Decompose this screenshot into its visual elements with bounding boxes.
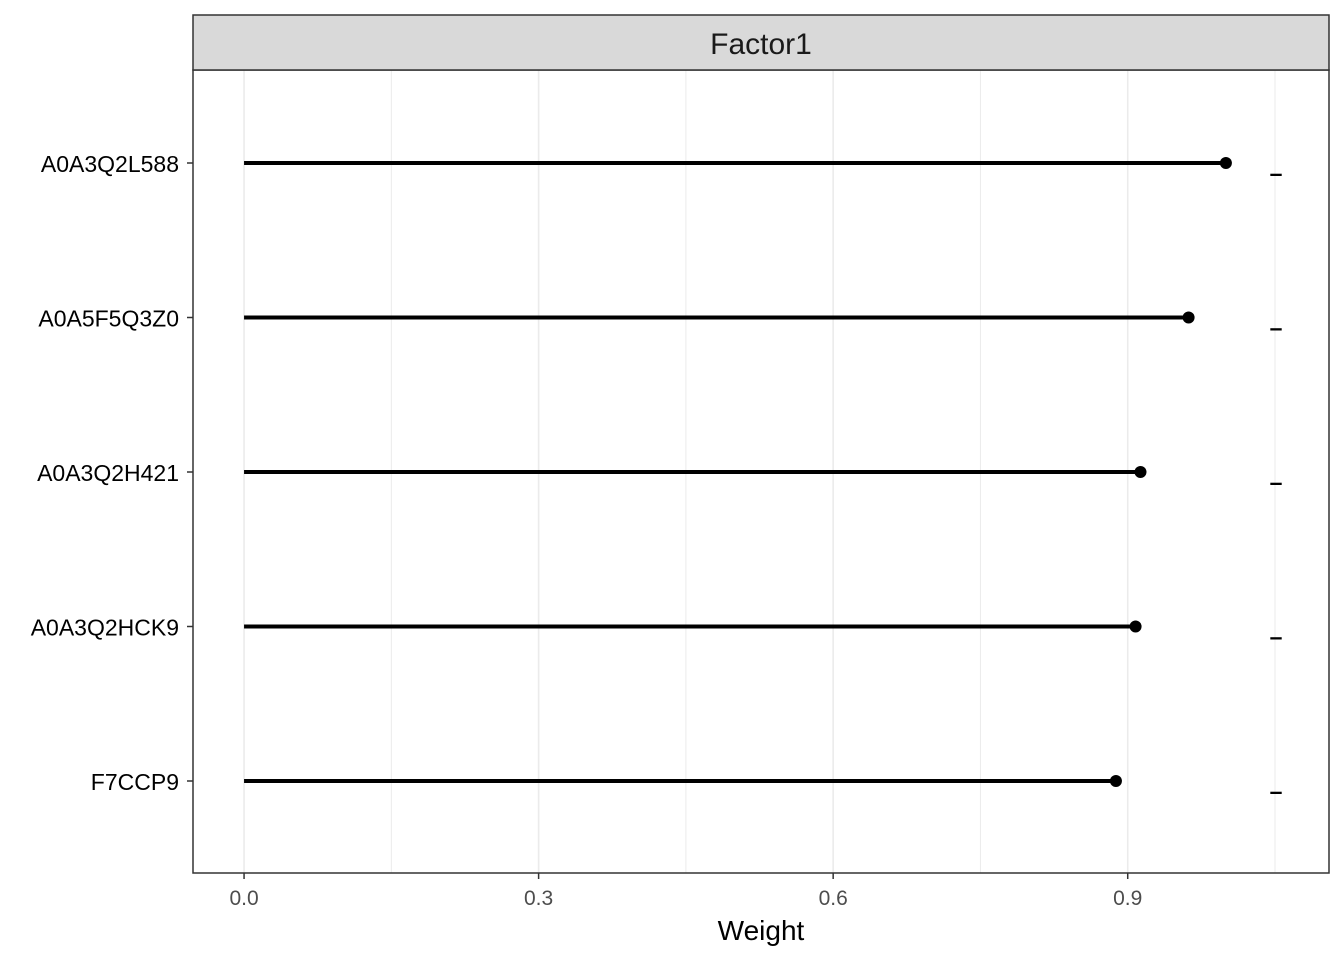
- facet-strip: Factor1: [192, 14, 1330, 71]
- lollipop-point: [1129, 620, 1142, 633]
- y-axis-label: F7CCP9: [91, 769, 179, 795]
- sign-labels: – – – – –: [1270, 160, 1283, 804]
- y-axis-label: A0A3Q2L588: [41, 151, 179, 177]
- sign-label: –: [1270, 315, 1283, 341]
- sign-label: –: [1270, 469, 1283, 495]
- lollipop-point: [1109, 775, 1122, 787]
- sign-label: –: [1270, 624, 1283, 650]
- x-axis-title: Weight: [718, 915, 805, 946]
- x-axis-tick-label: 0.9: [1113, 887, 1142, 910]
- sign-label: –: [1270, 778, 1283, 804]
- x-axis-tick-label: 0.0: [229, 887, 258, 910]
- lollipop-points: [1109, 157, 1232, 787]
- y-axis: A0A3Q2L588 A0A5F5Q3Z0 A0A3Q2H421 A0A3Q2HCK9…: [31, 151, 193, 795]
- x-axis-tick-label: 0.3: [524, 887, 553, 910]
- lollipop-stems: [244, 161, 1226, 783]
- sign-label: –: [1270, 160, 1283, 186]
- facet-strip-background: [192, 14, 1330, 71]
- lollipop-point: [1182, 311, 1195, 324]
- y-axis-label: A0A3Q2H421: [37, 460, 179, 486]
- facet-title: Factor1: [710, 28, 812, 61]
- lollipop-point: [1219, 157, 1232, 169]
- y-axis-label: A0A3Q2HCK9: [31, 615, 179, 641]
- lollipop-point: [1134, 466, 1147, 478]
- x-axis: 0.0 0.3 0.6 0.9: [229, 873, 1142, 910]
- x-axis-tick-label: 0.6: [819, 887, 848, 910]
- y-axis-label: A0A5F5Q3Z0: [38, 306, 179, 332]
